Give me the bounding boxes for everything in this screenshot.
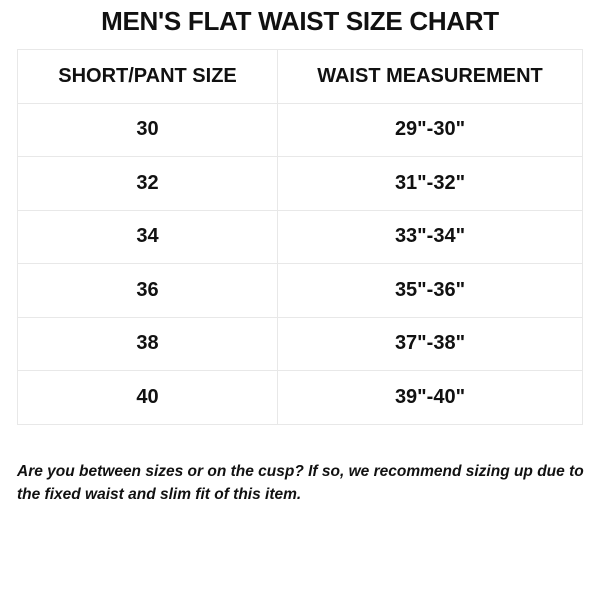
table-row: 36 35"-36" — [17, 263, 583, 318]
table-row: 40 39"-40" — [17, 370, 583, 425]
size-cell: 32 — [17, 156, 278, 211]
waist-cell: 35"-36" — [277, 263, 583, 318]
header-size: SHORT/PANT SIZE — [17, 49, 278, 104]
waist-cell: 39"-40" — [277, 370, 583, 425]
waist-cell: 31"-32" — [277, 156, 583, 211]
sizing-note: Are you between sizes or on the cusp? If… — [17, 463, 584, 503]
waist-cell: 29"-30" — [277, 102, 583, 157]
table-row: 30 29"-30" — [17, 102, 583, 157]
size-cell: 38 — [17, 316, 278, 371]
header-waist: WAIST MEASUREMENT — [277, 49, 583, 104]
table-row: 32 31"-32" — [17, 156, 583, 211]
size-chart-table: SHORT/PANT SIZE WAIST MEASUREMENT 30 29"-… — [17, 49, 583, 425]
waist-cell: 37"-38" — [277, 316, 583, 371]
size-cell: 40 — [17, 370, 278, 425]
size-cell: 30 — [17, 102, 278, 157]
table-header-row: SHORT/PANT SIZE WAIST MEASUREMENT — [17, 49, 583, 104]
size-cell: 36 — [17, 263, 278, 318]
table-row: 38 37"-38" — [17, 316, 583, 371]
size-cell: 34 — [17, 209, 278, 264]
waist-cell: 33"-34" — [277, 209, 583, 264]
page-title: MEN'S FLAT WAIST SIZE CHART — [101, 6, 499, 36]
table-row: 34 33"-34" — [17, 209, 583, 264]
